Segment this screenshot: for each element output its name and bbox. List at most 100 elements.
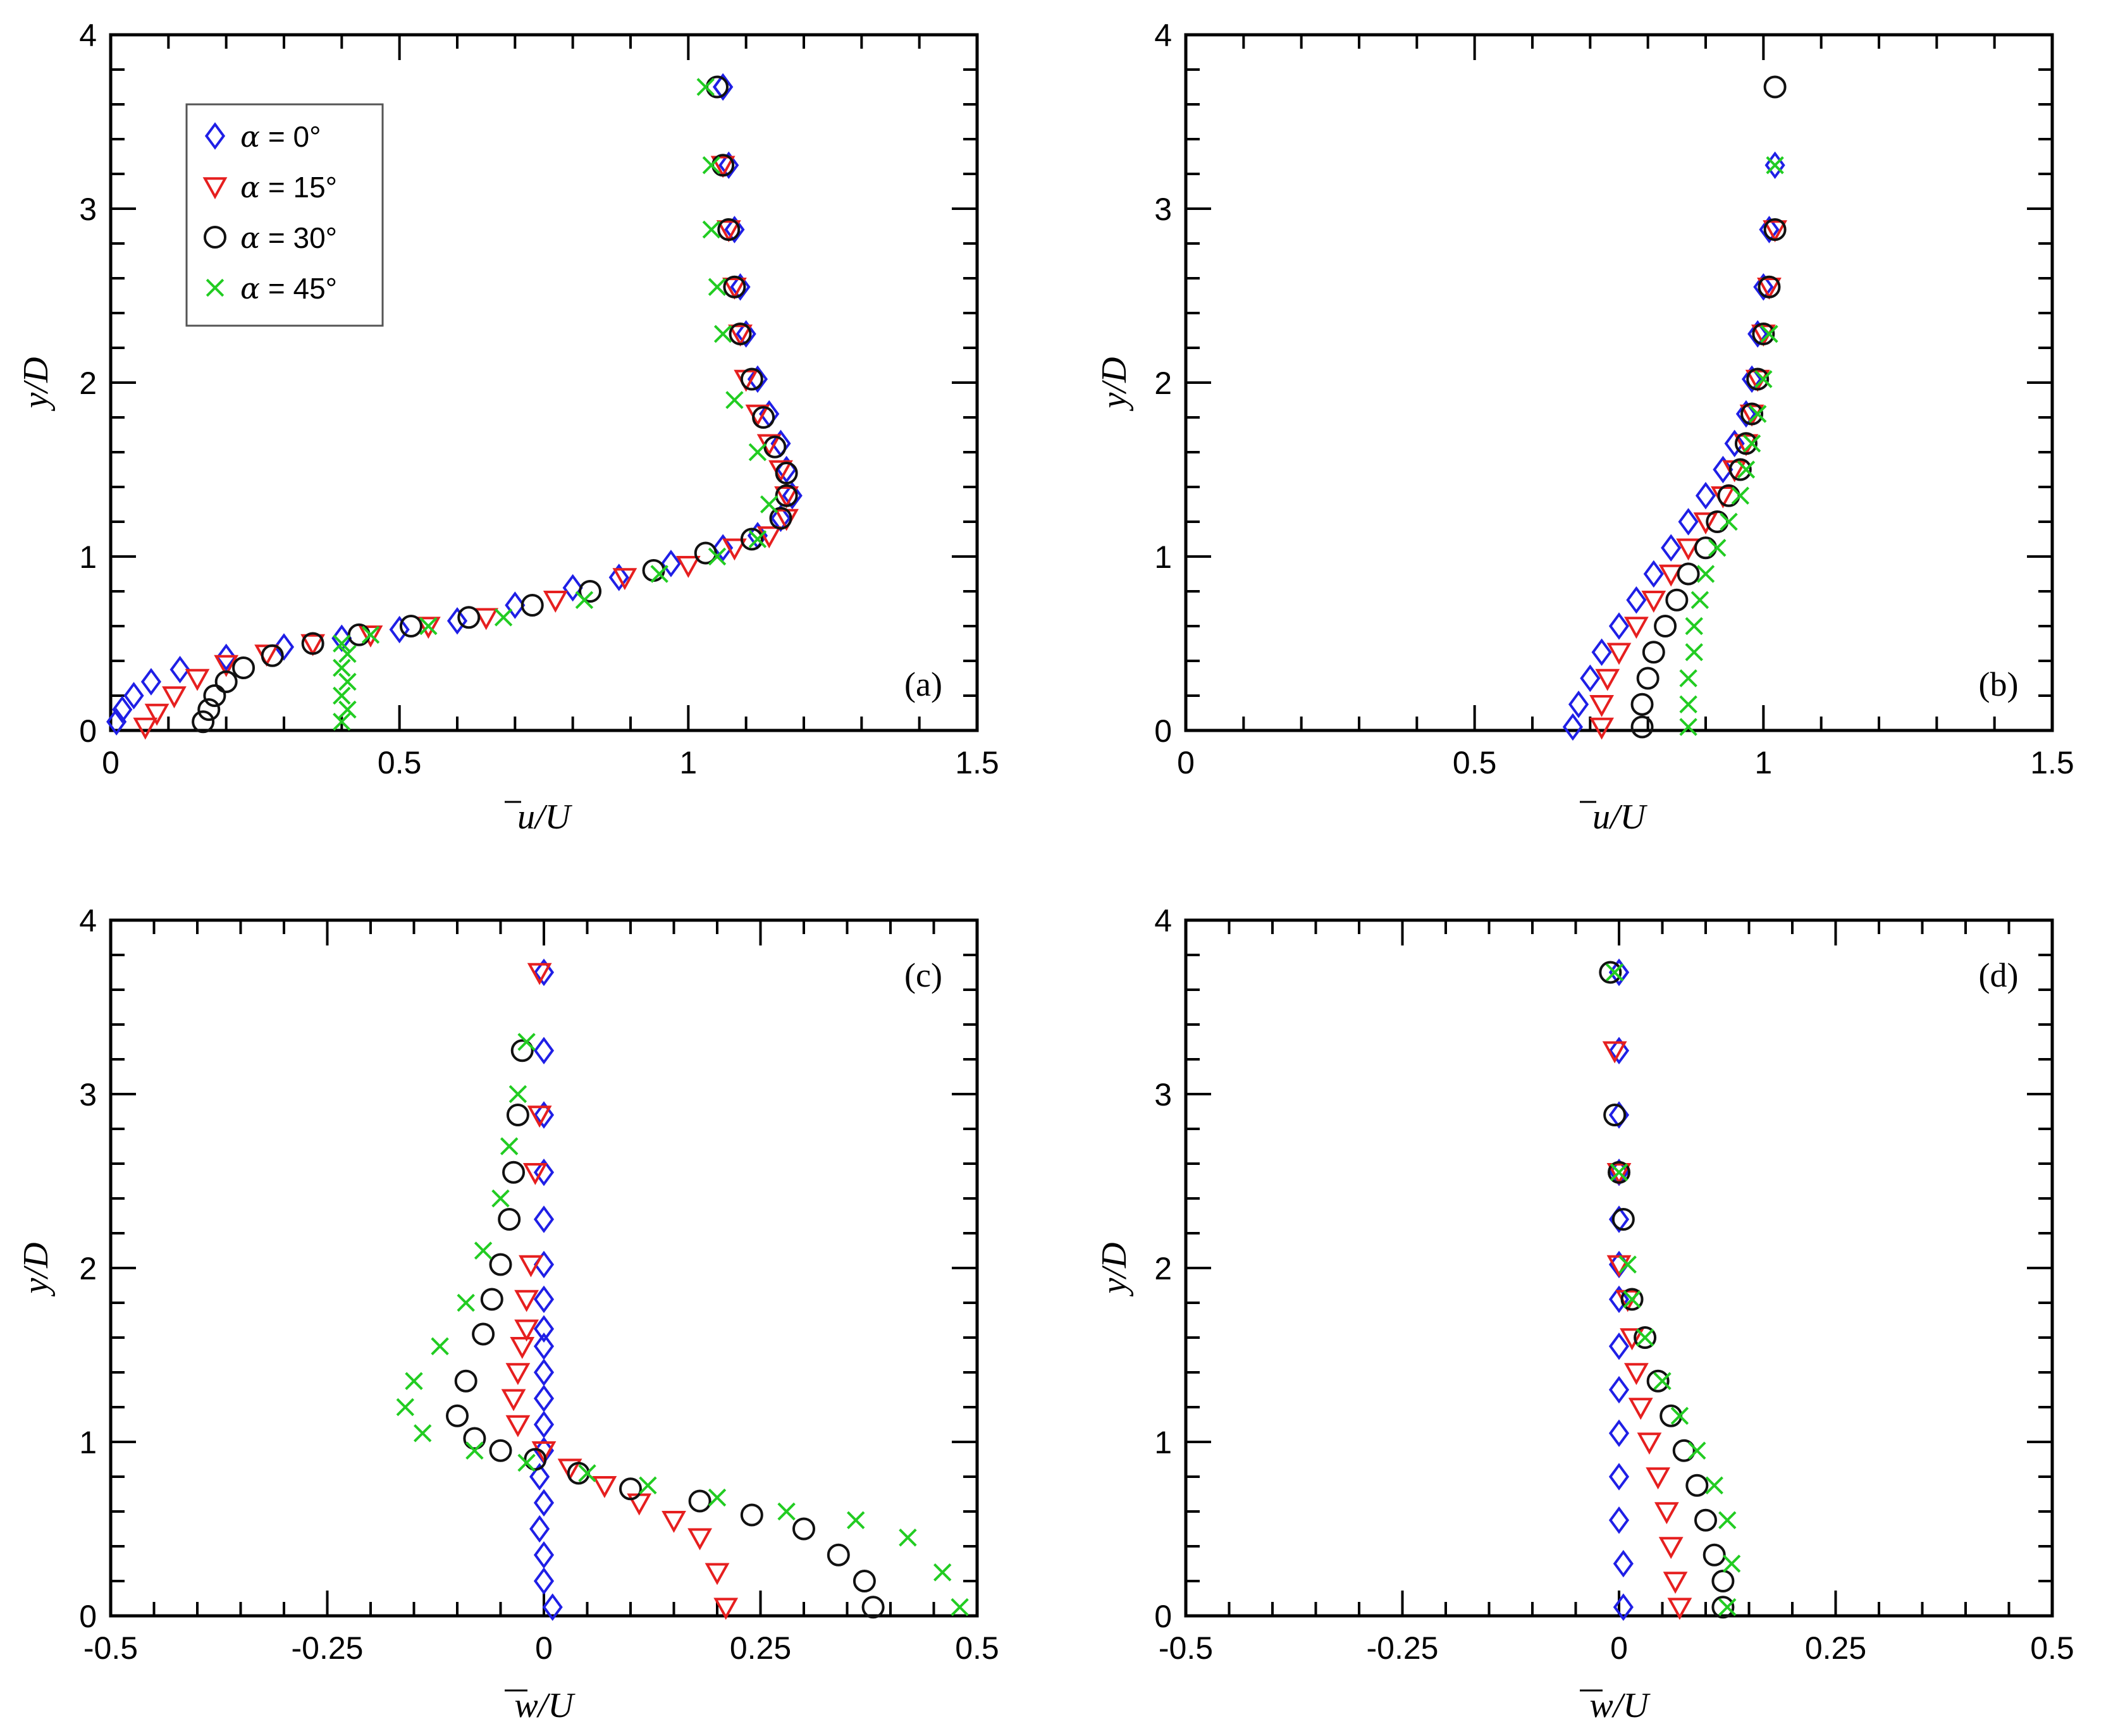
data-point (192, 710, 215, 734)
data-point (273, 633, 295, 661)
data-point (508, 1085, 527, 1104)
data-point (1620, 1328, 1644, 1351)
series-a45 (396, 1033, 969, 1616)
data-point (1720, 512, 1738, 531)
data-point (1663, 1572, 1688, 1594)
data-point (1637, 1432, 1662, 1455)
data-point (1754, 370, 1773, 388)
data-point (474, 608, 499, 631)
data-point (1764, 151, 1785, 180)
data-point (533, 1567, 555, 1595)
panel-d: -0.5 -0.25 0 0.25 0.5 0 1 2 3 4 w/U y/D (d) (1095, 903, 2074, 1725)
data-point (1757, 277, 1782, 300)
data-point (708, 1488, 727, 1507)
data-point (1610, 1163, 1629, 1181)
data-point (1608, 1037, 1630, 1065)
x-axis-label: w/U (1589, 1686, 1651, 1725)
data-point (777, 1502, 796, 1521)
y-tick-label: 4 (1154, 18, 1172, 53)
x-axis-label-symbol: w (514, 1686, 538, 1725)
series-a0 (1562, 151, 1785, 741)
data-point (1630, 715, 1654, 739)
tick-marks (1185, 34, 2054, 732)
data-point (1724, 429, 1745, 458)
data-point (431, 1337, 449, 1355)
data-point (694, 541, 717, 565)
data-point (1752, 323, 1775, 345)
data-point (301, 632, 324, 655)
data-point (333, 634, 351, 653)
data-point (527, 1105, 552, 1128)
data-point (1763, 218, 1787, 241)
data-point (333, 686, 351, 705)
legend-value: = 30° (260, 221, 337, 254)
data-point (1646, 1369, 1670, 1393)
plot-frame (109, 918, 979, 1618)
data-point (489, 1439, 512, 1462)
data-point (133, 717, 158, 740)
plot-frame (1184, 33, 2054, 732)
x-axis-label-tail: /U (1611, 1686, 1651, 1725)
data-point (1608, 612, 1630, 640)
y-tick-label: 1 (1154, 539, 1172, 575)
data-point (650, 565, 668, 583)
data-point (1608, 1463, 1630, 1491)
data-point (1678, 508, 1699, 536)
data-point (533, 1384, 555, 1413)
data-point (687, 1528, 712, 1551)
data-point (1624, 1363, 1649, 1386)
data-point (557, 1458, 582, 1481)
data-point (389, 615, 410, 644)
data-point (729, 323, 752, 345)
data-point (1694, 1508, 1717, 1532)
data-point (1608, 958, 1630, 987)
data-point (1685, 643, 1703, 662)
data-point (769, 507, 792, 530)
y-tick-label: 4 (79, 18, 97, 53)
legend-alpha-symbol: α (240, 271, 260, 305)
data-point (1654, 615, 1677, 637)
data-point (756, 526, 782, 549)
data-point (505, 591, 526, 619)
data-point (725, 391, 744, 409)
data-point (533, 1541, 555, 1569)
x-axis-label: u/U (1592, 797, 1648, 837)
y-axis-label: y/D (16, 1243, 56, 1297)
data-point (1634, 1326, 1657, 1349)
y-tick-label: 0 (1154, 1599, 1172, 1634)
data-point (203, 684, 226, 707)
data-point (1608, 1160, 1630, 1184)
legend: α = 0°α = 15°α = 30°α = 45° (185, 103, 384, 327)
y-tick-label: 4 (1154, 903, 1172, 939)
x-axis-label-tail: /U (536, 1686, 576, 1725)
data-point (1722, 1554, 1741, 1573)
data-point (1759, 216, 1780, 243)
y-tick-label: 3 (79, 192, 97, 227)
panel-tag: (c) (904, 956, 942, 994)
y-tick-label: 1 (1154, 1425, 1172, 1460)
data-point (861, 1596, 885, 1619)
x-tick-label: -0.25 (1367, 1630, 1439, 1666)
x-tick-label: 0.5 (955, 1630, 999, 1666)
data-point (510, 1039, 534, 1062)
data-point (446, 1404, 469, 1427)
x-tick-label: 1.5 (955, 745, 999, 780)
data-point (533, 1315, 555, 1343)
data-point (1742, 434, 1761, 453)
data-point (1654, 1502, 1679, 1525)
x-tick-label: -0.25 (292, 1630, 364, 1666)
data-point (619, 1477, 642, 1501)
data-point (717, 218, 741, 241)
data-point (494, 608, 513, 627)
data-point (575, 591, 594, 609)
data-point (1608, 1376, 1630, 1404)
x-tick-label: -0.5 (83, 1630, 138, 1666)
data-point (529, 1463, 550, 1491)
data-point (1760, 324, 1778, 343)
x-tick-label: 1.5 (2030, 745, 2074, 780)
y-tick-label: 0 (1154, 713, 1172, 749)
data-point (416, 617, 441, 639)
data-point (710, 156, 736, 178)
y-tick-label: 0 (79, 1599, 97, 1634)
